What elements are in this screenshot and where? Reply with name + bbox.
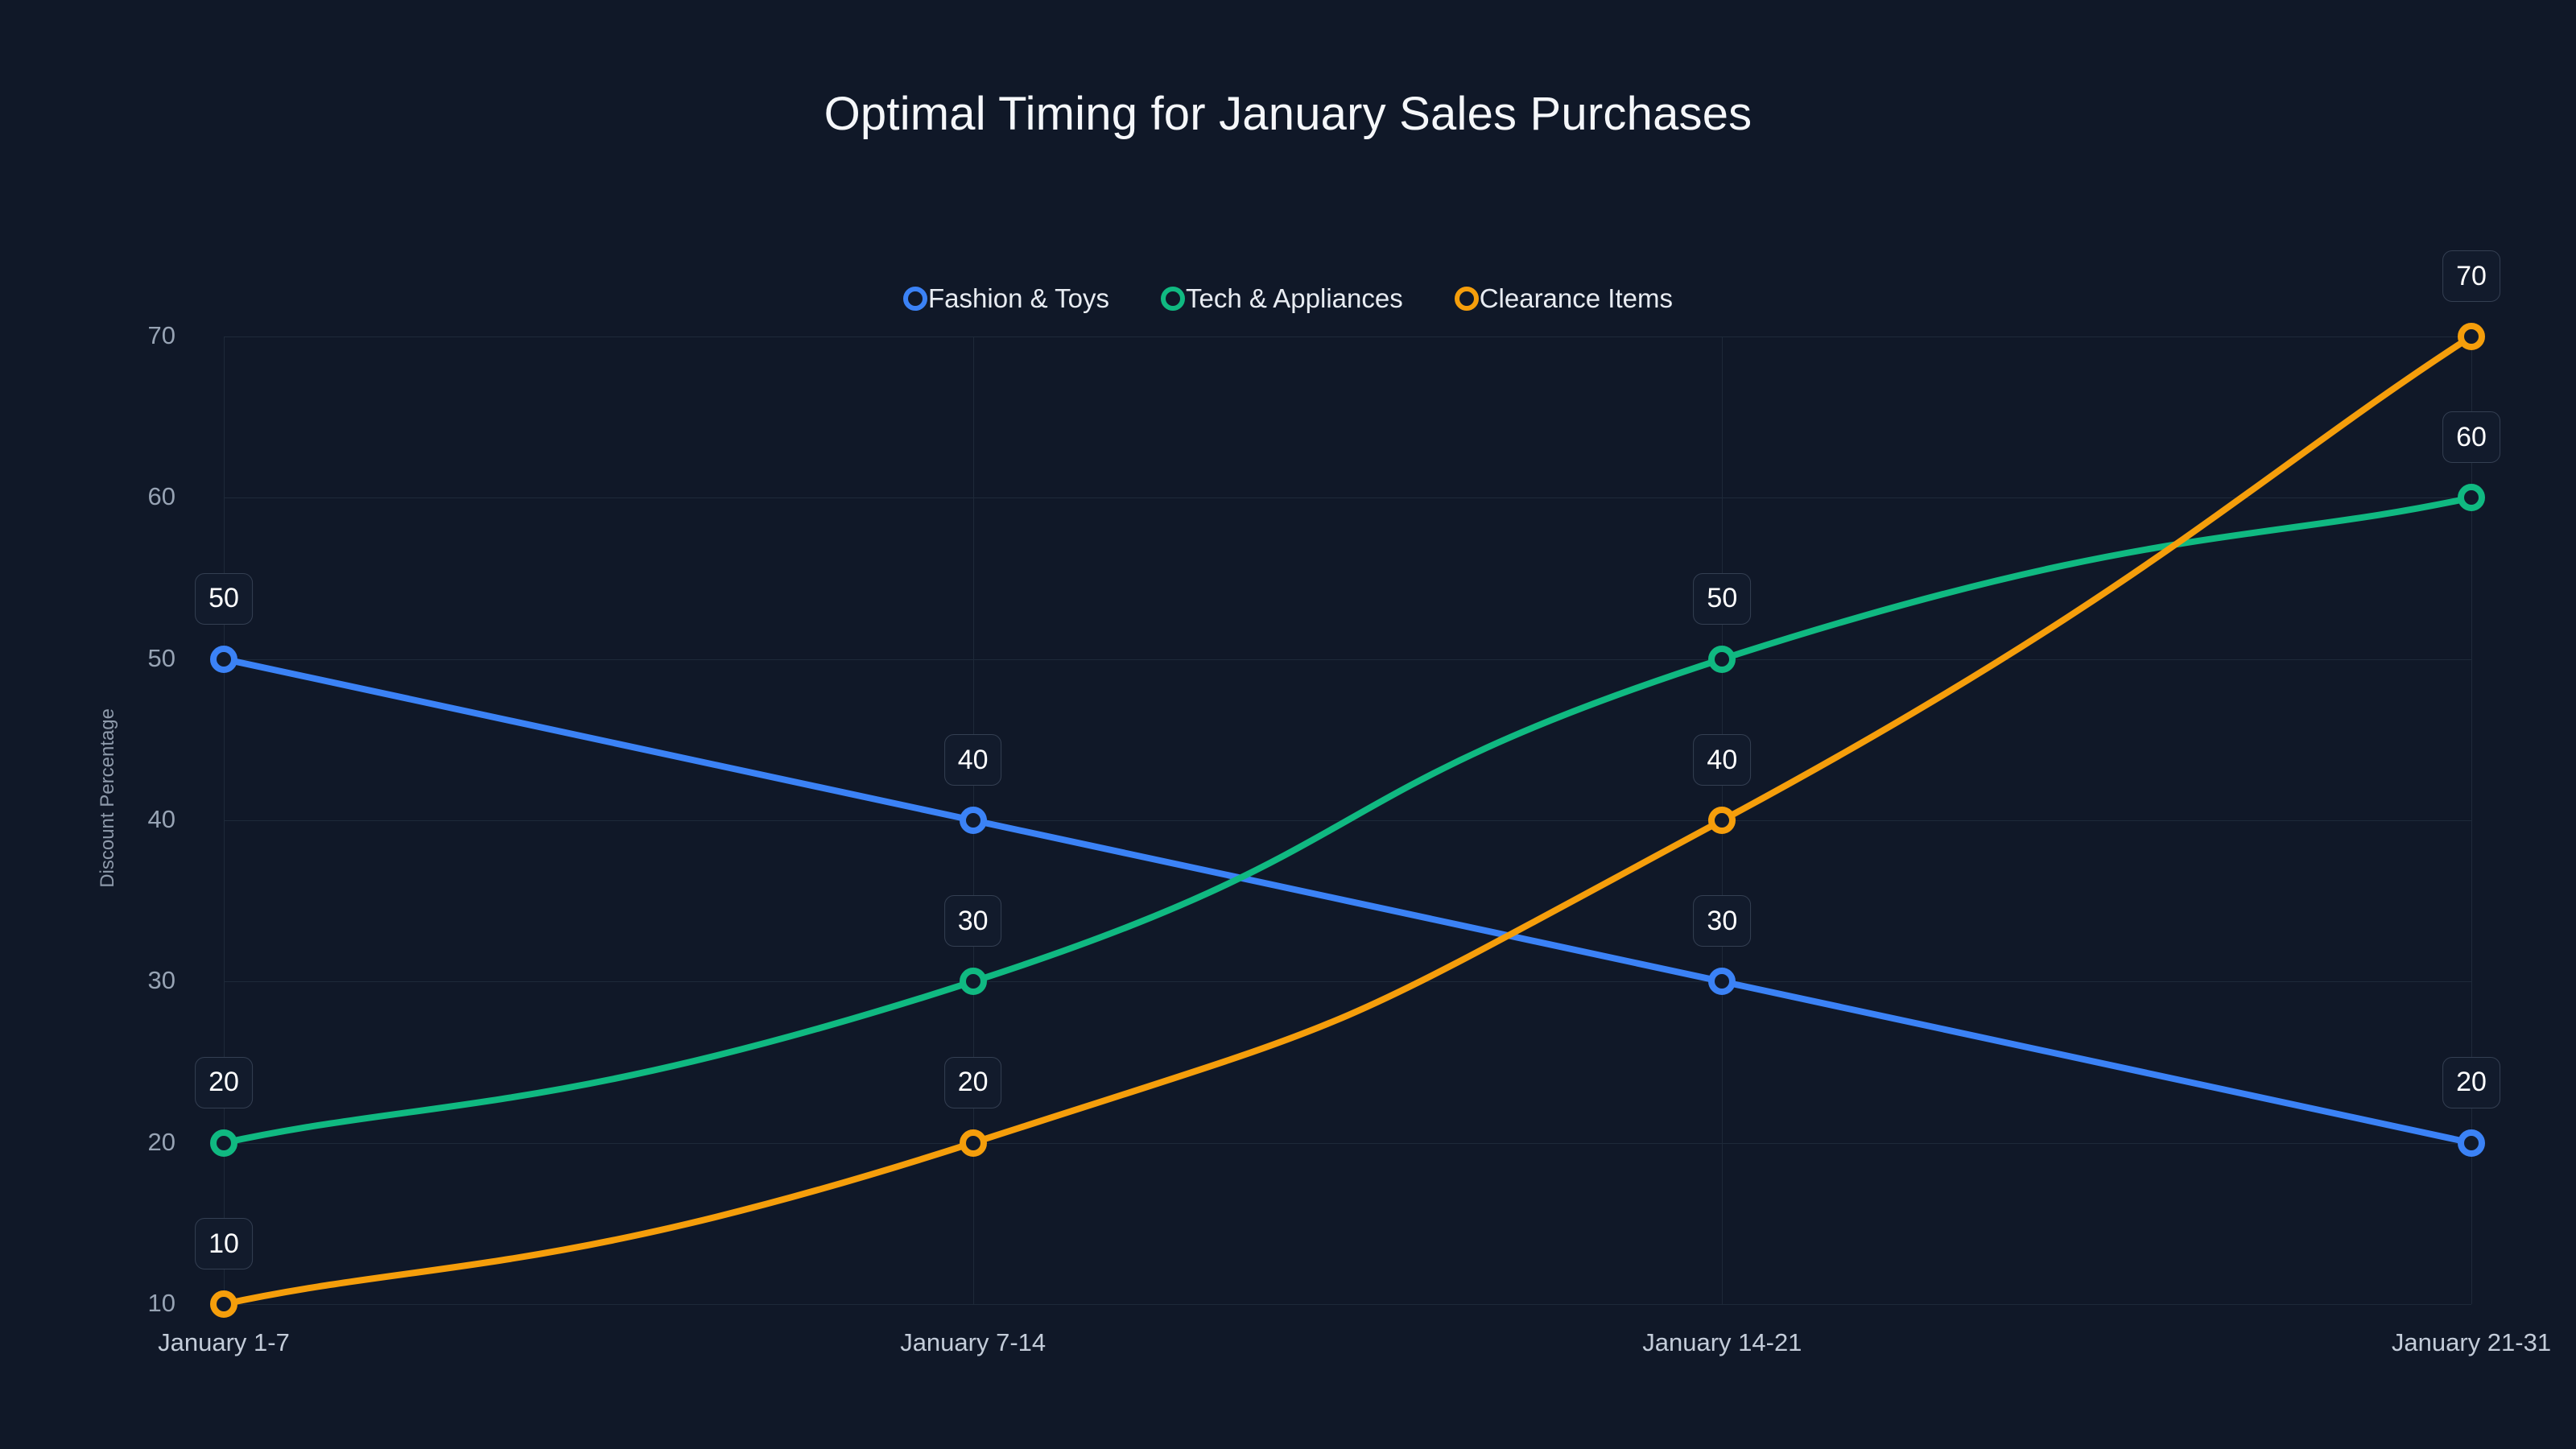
series-line-2: [221, 333, 2475, 1307]
legend-item-0[interactable]: Fashion & Toys: [903, 283, 1109, 314]
chart-legend: Fashion & Toys Tech & Appliances Clearance…: [0, 283, 2576, 314]
y-tick-label: 50: [147, 643, 175, 672]
data-point-marker[interactable]: [210, 1129, 237, 1157]
gridline-horizontal: [224, 981, 2471, 983]
data-point-label: 20: [2442, 1056, 2500, 1108]
series-line-0: [221, 655, 2475, 1146]
data-point-marker[interactable]: [1708, 645, 1736, 673]
data-point-label: 20: [195, 1056, 253, 1108]
y-tick-label: 10: [147, 1289, 175, 1317]
data-point-marker[interactable]: [959, 968, 987, 996]
x-tick-label: January 7-14: [900, 1328, 1046, 1356]
data-point-marker[interactable]: [210, 1290, 237, 1318]
data-point-label: 20: [943, 1056, 1002, 1108]
page-title: Optimal Timing for January Sales Purchas…: [824, 88, 1752, 140]
gridline-horizontal: [224, 658, 2471, 660]
data-point-marker[interactable]: [1708, 807, 1736, 834]
data-point-label: 50: [195, 572, 253, 625]
gridline-horizontal: [224, 497, 2471, 499]
data-point-label: 40: [1693, 734, 1752, 786]
gridline-horizontal: [224, 1142, 2471, 1144]
data-point-label: 60: [2442, 411, 2500, 464]
legend-item-label: Fashion & Toys: [928, 283, 1110, 313]
y-tick-label: 30: [147, 966, 175, 995]
y-tick-label: 40: [147, 805, 175, 833]
gridline-horizontal: [224, 336, 2471, 337]
data-point-marker[interactable]: [2458, 1129, 2485, 1157]
x-tick-label: January 14-21: [1642, 1328, 1802, 1356]
y-tick-label: 70: [147, 321, 175, 349]
x-tick-label: January 21-31: [2391, 1328, 2552, 1356]
y-tick-label: 20: [147, 1127, 175, 1156]
gridline-horizontal: [224, 1304, 2471, 1305]
data-point-marker[interactable]: [210, 645, 237, 673]
legend-item-label: Clearance Items: [1479, 283, 1673, 313]
gridline-vertical: [2471, 336, 2472, 1304]
legend-item-2[interactable]: Clearance Items: [1454, 283, 1673, 314]
data-point-marker[interactable]: [1708, 968, 1736, 996]
legend-item-label: Tech & Appliances: [1186, 283, 1403, 313]
data-point-marker[interactable]: [2458, 323, 2485, 350]
data-point-label: 40: [943, 734, 1002, 786]
data-point-label: 50: [1693, 572, 1752, 625]
data-point-marker[interactable]: [2458, 484, 2485, 512]
legend-marker-icon: [1161, 287, 1186, 311]
y-tick-label: 60: [147, 482, 175, 511]
data-point-marker[interactable]: [959, 807, 987, 834]
gridline-vertical: [224, 336, 225, 1304]
data-point-marker[interactable]: [959, 1129, 987, 1157]
data-point-label: 10: [195, 1218, 253, 1269]
legend-marker-icon: [903, 287, 928, 311]
data-point-label: 30: [1693, 895, 1752, 947]
legend-item-1[interactable]: Tech & Appliances: [1161, 283, 1403, 314]
x-tick-label: January 1-7: [158, 1328, 290, 1356]
legend-marker-icon: [1454, 287, 1479, 311]
series-line-1: [221, 494, 2475, 1146]
data-point-label: 70: [2442, 250, 2500, 302]
data-point-label: 30: [943, 895, 1002, 947]
